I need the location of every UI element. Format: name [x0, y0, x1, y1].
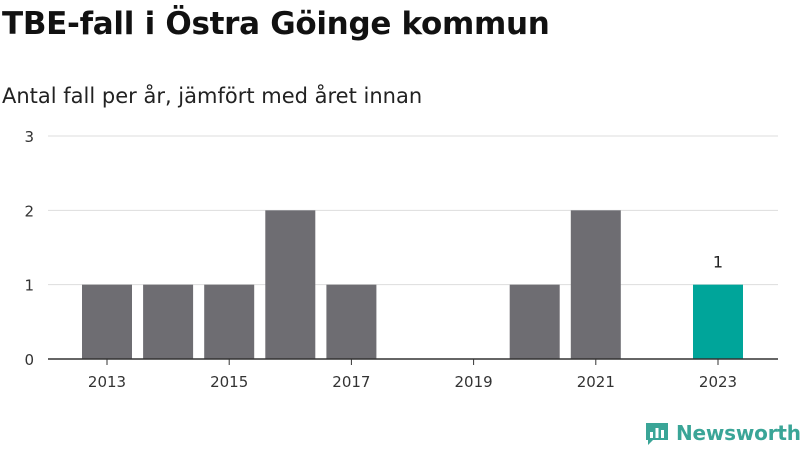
chart-subtitle: Antal fall per år, jämfört med året inna…	[2, 84, 423, 108]
bar-2016	[265, 210, 316, 359]
y-tick-label-3: 3	[24, 128, 34, 146]
x-tick-label-2019: 2019	[455, 373, 493, 391]
bar-2015	[204, 284, 255, 359]
bar-2021	[570, 210, 621, 359]
x-tick-label-2015: 2015	[210, 373, 248, 391]
data-label-2023: 1	[713, 253, 723, 272]
newsworthy-logo-icon	[646, 423, 668, 445]
y-tick-label-1: 1	[24, 277, 34, 295]
x-tick-label-2013: 2013	[88, 373, 126, 391]
y-tick-label-0: 0	[24, 351, 34, 369]
x-tick-label-2017: 2017	[332, 373, 370, 391]
x-tick-label-2021: 2021	[577, 373, 615, 391]
bar-2013	[82, 284, 132, 359]
chart-title: TBE-fall i Östra Göinge kommun	[2, 6, 550, 42]
y-tick-label-2: 2	[24, 202, 34, 220]
bar-2017	[326, 284, 377, 359]
bar-2014	[143, 284, 194, 359]
brand-logo: Newsworthy	[644, 420, 800, 446]
bar-2020	[509, 284, 560, 359]
bar-2023	[693, 284, 743, 359]
brand-name: Newsworthy	[676, 421, 800, 445]
x-tick-label-2023: 2023	[699, 373, 737, 391]
